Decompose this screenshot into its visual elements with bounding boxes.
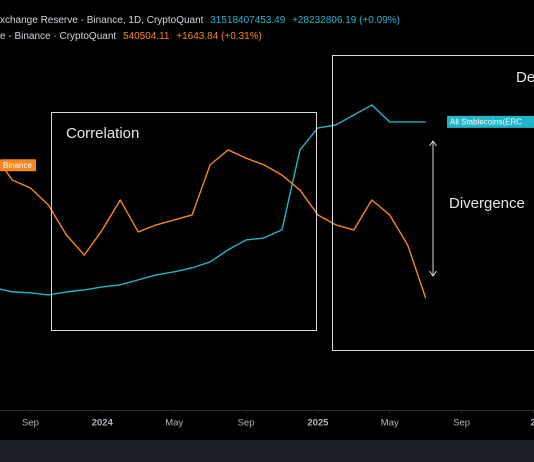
x-tick-label: Sep (453, 418, 470, 429)
x-tick-label: 2 (531, 418, 534, 429)
series-tag: All Stablecoins(ERC (447, 115, 534, 128)
x-tick-label: 2025 (307, 418, 329, 429)
annotation: De (516, 69, 534, 86)
legend-line: e - Binance · CryptoQuant 540504.11 +164… (0, 31, 262, 42)
annotation: Correlation (66, 125, 139, 142)
plot-area (0, 104, 427, 299)
x-tick-label: May (165, 418, 183, 429)
x-tick-label: May (381, 418, 399, 429)
legend-change: +1643.84 (+0.31%) (176, 31, 262, 42)
legend-change: +28232806.19 (+0.09%) (292, 15, 400, 26)
legend-value: 31518407453.49 (210, 15, 286, 26)
correlation-box (51, 112, 317, 331)
divergence-box (332, 55, 534, 351)
legend-title: xchange Reserve - Binance, 1D, CryptoQua… (0, 15, 204, 26)
bottom-bar (0, 440, 534, 462)
series-line (0, 104, 426, 296)
series-tag-bg (447, 115, 534, 128)
x-tick-label: Sep (22, 418, 39, 429)
series-line (0, 149, 427, 299)
series-tag-bg (0, 159, 36, 172)
legend-value: 540504.11 (123, 31, 170, 42)
series-tag-label: All Stablecoins(ERC (450, 118, 522, 127)
series-tag-label: Binance (3, 161, 32, 170)
legend-title: e - Binance · CryptoQuant (0, 31, 116, 42)
x-tick-label: 2024 (92, 418, 114, 429)
series-tag: Binance (0, 159, 36, 172)
annotation: Divergence (449, 195, 525, 212)
divergence-arrow (429, 140, 437, 277)
x-tick-label: Sep (238, 418, 255, 429)
legend-line: xchange Reserve - Binance, 1D, CryptoQua… (0, 15, 400, 26)
